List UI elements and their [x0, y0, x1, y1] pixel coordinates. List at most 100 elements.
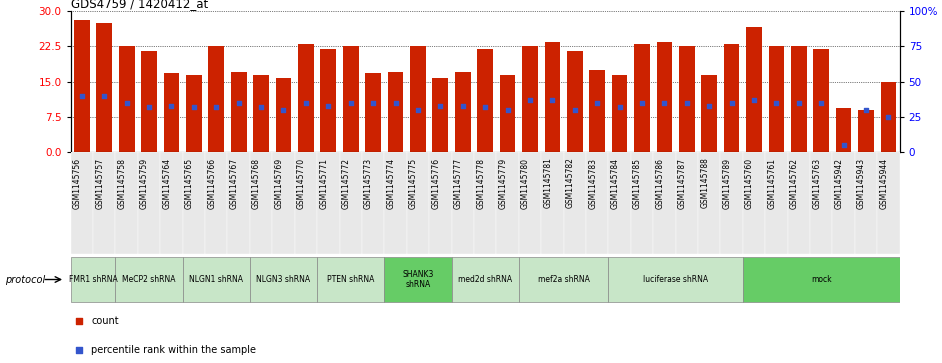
Bar: [119, 46, 135, 152]
Bar: [519, 152, 541, 254]
Text: GSM1145763: GSM1145763: [812, 158, 821, 209]
Text: NLGN1 shRNA: NLGN1 shRNA: [189, 275, 243, 284]
Bar: [298, 44, 314, 152]
Bar: [365, 73, 381, 152]
Point: [544, 97, 560, 103]
Text: FMR1 shRNA: FMR1 shRNA: [69, 275, 118, 284]
Bar: [250, 257, 317, 302]
Bar: [721, 152, 743, 254]
Point: [702, 103, 717, 109]
Point: [74, 93, 89, 99]
Bar: [698, 152, 721, 254]
Text: mock: mock: [811, 275, 832, 284]
Bar: [183, 257, 250, 302]
Text: GSM1145787: GSM1145787: [677, 158, 687, 208]
Point: [500, 107, 515, 113]
Bar: [231, 72, 247, 152]
Bar: [186, 74, 202, 152]
Bar: [679, 46, 694, 152]
Point: [187, 104, 202, 110]
Bar: [339, 152, 362, 254]
Bar: [384, 257, 451, 302]
Text: GSM1145772: GSM1145772: [342, 158, 350, 208]
Bar: [590, 70, 605, 152]
Text: GSM1145780: GSM1145780: [521, 158, 530, 208]
Point: [411, 107, 426, 113]
Text: GSM1145771: GSM1145771: [319, 158, 329, 208]
Bar: [586, 152, 609, 254]
Bar: [743, 257, 900, 302]
Bar: [611, 74, 627, 152]
Bar: [478, 49, 493, 152]
Bar: [430, 152, 451, 254]
Bar: [362, 152, 384, 254]
Text: MeCP2 shRNA: MeCP2 shRNA: [122, 275, 176, 284]
Bar: [544, 41, 560, 152]
Text: GSM1145773: GSM1145773: [365, 158, 373, 209]
Bar: [432, 78, 448, 152]
Text: GSM1145759: GSM1145759: [140, 158, 149, 209]
Bar: [205, 152, 227, 254]
Text: med2d shRNA: med2d shRNA: [458, 275, 512, 284]
Bar: [496, 152, 519, 254]
Text: GSM1145765: GSM1145765: [185, 158, 194, 209]
Bar: [138, 152, 160, 254]
Text: GDS4759 / 1420412_at: GDS4759 / 1420412_at: [71, 0, 208, 10]
Point: [612, 104, 627, 110]
Text: PTEN shRNA: PTEN shRNA: [327, 275, 374, 284]
Point: [634, 100, 649, 106]
Text: GSM1145944: GSM1145944: [880, 158, 888, 209]
Bar: [791, 46, 806, 152]
Point: [97, 93, 112, 99]
Text: GSM1145943: GSM1145943: [857, 158, 866, 209]
Text: GSM1145782: GSM1145782: [566, 158, 575, 208]
Bar: [116, 257, 183, 302]
Bar: [854, 152, 877, 254]
Point: [814, 100, 829, 106]
Text: GSM1145757: GSM1145757: [95, 158, 105, 209]
Bar: [160, 152, 183, 254]
Bar: [653, 152, 675, 254]
Point: [858, 107, 873, 113]
Bar: [723, 44, 739, 152]
Bar: [317, 257, 384, 302]
Bar: [141, 51, 157, 152]
Text: GSM1145942: GSM1145942: [835, 158, 844, 208]
Bar: [765, 152, 788, 254]
Point: [590, 100, 605, 106]
Bar: [634, 44, 650, 152]
Text: GSM1145760: GSM1145760: [745, 158, 754, 209]
Bar: [71, 152, 93, 254]
Text: GSM1145775: GSM1145775: [409, 158, 418, 209]
Point: [881, 114, 896, 120]
Bar: [813, 49, 829, 152]
Bar: [769, 46, 785, 152]
Bar: [183, 152, 205, 254]
Point: [836, 142, 852, 148]
Bar: [657, 41, 673, 152]
Point: [455, 103, 470, 109]
Point: [209, 104, 224, 110]
Bar: [788, 152, 810, 254]
Point: [657, 100, 672, 106]
Bar: [522, 46, 538, 152]
Bar: [609, 257, 743, 302]
Text: GSM1145784: GSM1145784: [610, 158, 620, 208]
Bar: [208, 46, 224, 152]
Bar: [410, 46, 426, 152]
Bar: [499, 74, 515, 152]
Bar: [253, 74, 268, 152]
Text: GSM1145756: GSM1145756: [73, 158, 82, 209]
Text: count: count: [91, 316, 119, 326]
Text: NLGN3 shRNA: NLGN3 shRNA: [256, 275, 311, 284]
Text: GSM1145774: GSM1145774: [386, 158, 396, 209]
Bar: [881, 82, 896, 152]
Text: percentile rank within the sample: percentile rank within the sample: [91, 345, 256, 355]
Text: GSM1145776: GSM1145776: [431, 158, 440, 209]
Bar: [71, 257, 116, 302]
Bar: [384, 152, 407, 254]
Point: [724, 100, 739, 106]
Point: [365, 100, 381, 106]
Text: GSM1145764: GSM1145764: [162, 158, 171, 209]
Point: [523, 97, 538, 103]
